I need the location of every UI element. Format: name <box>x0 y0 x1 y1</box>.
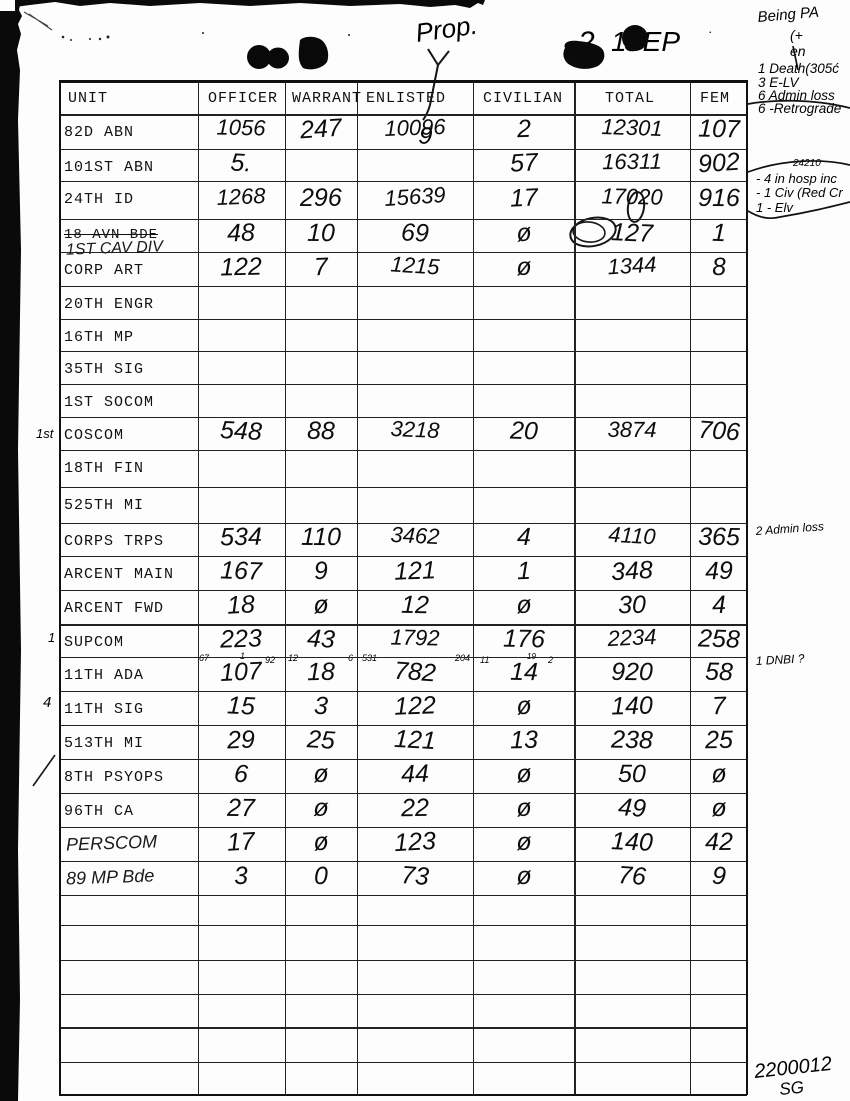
svg-text:2 Admin loss: 2 Admin loss <box>754 519 824 538</box>
svg-text:24210: 24210 <box>792 158 821 169</box>
svg-text:.: . <box>709 21 713 36</box>
svg-text:Being PA: Being PA <box>757 4 820 26</box>
svg-text:en: en <box>790 43 806 59</box>
svg-text:- 4 in hosp inc: - 4 in hosp inc <box>756 171 837 186</box>
svg-text:1 - Elv: 1 - Elv <box>756 200 794 215</box>
svg-text:(+: (+ <box>790 27 803 43</box>
svg-text:Prop.: Prop. <box>414 10 480 48</box>
svg-text:SG: SG <box>778 1078 804 1099</box>
svg-text:1: 1 <box>48 630 55 645</box>
svg-text:1 DNBI ?: 1 DNBI ? <box>755 651 805 668</box>
svg-text:- 1 Civ (Red Cr: - 1 Civ (Red Cr <box>756 185 843 200</box>
svg-text:4: 4 <box>43 694 51 711</box>
svg-text:1 Death(305ć: 1 Death(305ć <box>758 61 839 76</box>
svg-text:1st: 1st <box>36 426 55 441</box>
